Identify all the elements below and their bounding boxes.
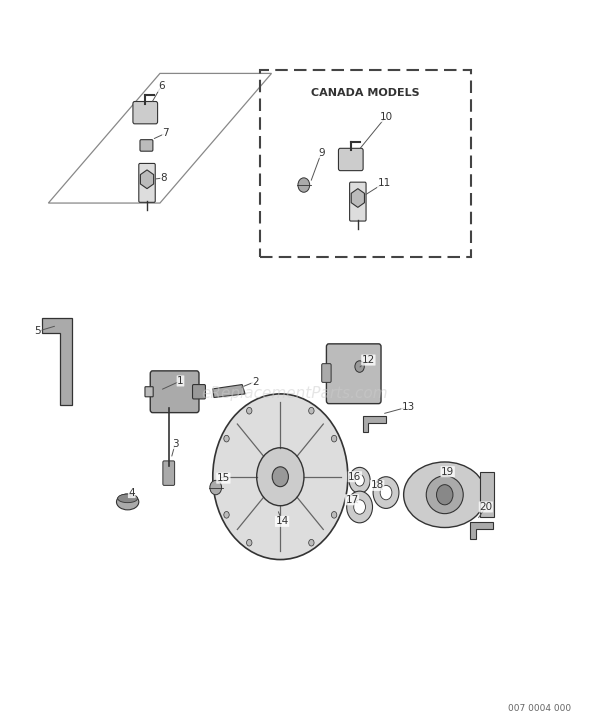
Circle shape xyxy=(309,539,314,546)
Text: 19: 19 xyxy=(441,466,454,476)
Circle shape xyxy=(272,467,289,487)
FancyBboxPatch shape xyxy=(150,371,199,413)
Polygon shape xyxy=(42,318,72,405)
Text: 8: 8 xyxy=(160,173,168,183)
Circle shape xyxy=(247,408,252,414)
Ellipse shape xyxy=(117,494,137,502)
Polygon shape xyxy=(362,416,386,432)
Circle shape xyxy=(332,435,337,442)
Polygon shape xyxy=(140,170,153,189)
FancyBboxPatch shape xyxy=(192,385,205,399)
Text: 1: 1 xyxy=(177,376,184,386)
Polygon shape xyxy=(213,385,245,398)
Circle shape xyxy=(437,484,453,505)
Text: 10: 10 xyxy=(379,111,392,121)
Text: 20: 20 xyxy=(479,502,493,512)
Text: 7: 7 xyxy=(162,128,169,138)
Ellipse shape xyxy=(426,476,463,513)
Circle shape xyxy=(247,539,252,546)
FancyBboxPatch shape xyxy=(133,101,158,124)
FancyBboxPatch shape xyxy=(140,140,153,151)
Polygon shape xyxy=(470,522,493,539)
Text: 12: 12 xyxy=(362,355,375,365)
Text: 9: 9 xyxy=(318,147,325,158)
FancyBboxPatch shape xyxy=(145,387,153,397)
Text: 18: 18 xyxy=(371,480,384,490)
Text: 6: 6 xyxy=(158,82,165,91)
Circle shape xyxy=(224,511,230,518)
Circle shape xyxy=(224,435,230,442)
Text: 4: 4 xyxy=(129,487,135,497)
FancyBboxPatch shape xyxy=(322,364,331,382)
Text: CANADA MODELS: CANADA MODELS xyxy=(311,87,419,98)
Circle shape xyxy=(355,474,364,486)
Text: 15: 15 xyxy=(217,473,230,483)
Text: 17: 17 xyxy=(345,495,359,505)
Circle shape xyxy=(298,178,310,192)
FancyBboxPatch shape xyxy=(350,182,366,221)
Text: 5: 5 xyxy=(34,326,41,336)
FancyBboxPatch shape xyxy=(163,461,175,485)
FancyBboxPatch shape xyxy=(339,148,363,171)
FancyBboxPatch shape xyxy=(480,472,494,518)
Circle shape xyxy=(380,485,392,500)
Ellipse shape xyxy=(116,494,139,510)
Text: 007 0004 000: 007 0004 000 xyxy=(508,704,571,713)
Circle shape xyxy=(354,500,365,514)
Circle shape xyxy=(210,480,222,495)
Circle shape xyxy=(332,511,337,518)
Circle shape xyxy=(347,491,372,523)
Circle shape xyxy=(213,394,348,560)
Circle shape xyxy=(373,476,399,508)
Text: 14: 14 xyxy=(276,516,289,526)
Ellipse shape xyxy=(404,462,486,528)
Circle shape xyxy=(355,361,364,372)
Polygon shape xyxy=(351,189,365,208)
Text: 2: 2 xyxy=(252,377,258,387)
Circle shape xyxy=(257,448,304,505)
Text: 13: 13 xyxy=(402,402,415,412)
Circle shape xyxy=(309,408,314,414)
Text: 11: 11 xyxy=(378,178,391,188)
FancyBboxPatch shape xyxy=(326,344,381,403)
FancyBboxPatch shape xyxy=(139,163,155,202)
Text: eReplacementParts.com: eReplacementParts.com xyxy=(202,386,388,401)
Text: 3: 3 xyxy=(172,439,179,448)
Text: 16: 16 xyxy=(348,471,362,482)
Circle shape xyxy=(349,467,370,493)
